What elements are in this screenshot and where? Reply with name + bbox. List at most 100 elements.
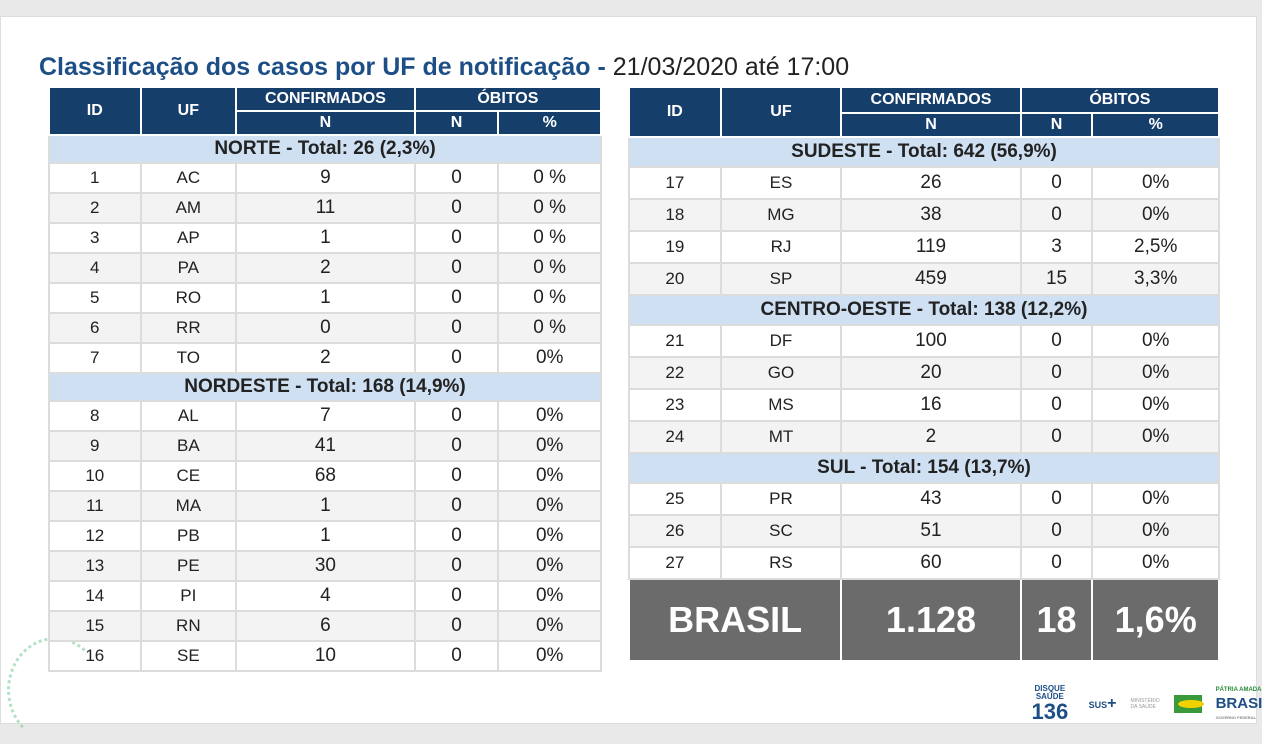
cell-uf: AP <box>139 222 238 254</box>
cell-obitos-pct: 0% <box>497 342 602 374</box>
cell-confirmados: 51 <box>840 514 1022 548</box>
cell-confirmados: 38 <box>840 198 1022 232</box>
cell-id: 1 <box>48 162 142 194</box>
table-row: 17 ES 26 0 0% <box>628 166 1220 200</box>
cell-uf: ES <box>719 166 843 200</box>
cell-uf: MT <box>719 420 843 454</box>
cell-uf: PI <box>139 580 238 612</box>
header-confirmados: CONFIRMADOS <box>840 86 1022 114</box>
cell-obitos-n: 0 <box>1019 198 1094 232</box>
table-row: 26 SC 51 0 0% <box>628 514 1220 548</box>
cell-obitos-pct: 0% <box>497 580 602 612</box>
cell-obitos-n: 0 <box>413 400 500 432</box>
cell-id: 2 <box>48 192 142 224</box>
cell-obitos-n: 0 <box>1019 324 1094 358</box>
cell-id: 12 <box>48 520 142 552</box>
table-row: 23 MS 16 0 0% <box>628 388 1220 422</box>
cell-obitos-n: 0 <box>413 192 500 224</box>
cell-obitos-n: 0 <box>413 640 500 672</box>
disque-saude-logo: DISQUE SAÚDE 136 <box>1031 684 1069 724</box>
title-date: 21/03/2020 até 17:00 <box>612 53 850 81</box>
table-row: 3 AP 1 0 0 % <box>48 222 602 254</box>
cell-obitos-pct: 0% <box>1091 356 1220 390</box>
brasil-flag-icon <box>1173 695 1204 713</box>
cell-uf: RJ <box>719 230 843 264</box>
table-right: ID UF CONFIRMADOS ÓBITOS N N% SUDESTE - Tota… <box>627 86 1221 662</box>
cell-confirmados: 2 <box>235 342 416 374</box>
cell-obitos-pct: 0% <box>1091 198 1220 232</box>
cell-id: 25 <box>628 482 722 516</box>
table-row: 15 RN 6 0 0% <box>48 610 602 642</box>
table-row: 20 SP 459 15 3,3% <box>628 262 1220 296</box>
cell-uf: CE <box>139 460 238 492</box>
cell-confirmados: 2 <box>235 252 416 284</box>
cell-obitos-n: 0 <box>1019 482 1094 516</box>
region-row: NORTE - Total: 26 (2,3%) <box>48 134 602 164</box>
cell-uf: RS <box>719 546 843 580</box>
cell-confirmados: 1 <box>235 282 416 314</box>
cell-confirmados: 16 <box>840 388 1022 422</box>
cell-id: 13 <box>48 550 142 582</box>
cell-uf: SE <box>139 640 238 672</box>
cell-uf: AC <box>139 162 238 194</box>
cell-obitos-pct: 0% <box>497 490 602 522</box>
region-total: CENTRO-OESTE - Total: 138 (12,2%) <box>628 294 1220 326</box>
cell-id: 22 <box>628 356 722 390</box>
table-row: 27 RS 60 0 0% <box>628 546 1220 580</box>
cell-confirmados: 30 <box>235 550 416 582</box>
sus-logo: SUS+ <box>1088 695 1117 712</box>
cell-uf: PB <box>139 520 238 552</box>
cell-obitos-pct: 0 % <box>497 192 602 224</box>
region-total: NORDESTE - Total: 168 (14,9%) <box>48 372 602 402</box>
cell-obitos-n: 15 <box>1019 262 1094 296</box>
cell-uf: RN <box>139 610 238 642</box>
table-row: 14 PI 4 0 0% <box>48 580 602 612</box>
cell-id: 3 <box>48 222 142 254</box>
cell-id: 11 <box>48 490 142 522</box>
region-row: SUDESTE - Total: 642 (56,9%) <box>628 136 1220 168</box>
table-row: 11 MA 1 0 0% <box>48 490 602 522</box>
cell-obitos-n: 0 <box>1019 514 1094 548</box>
cell-obitos-n: 0 <box>413 550 500 582</box>
cell-obitos-pct: 0% <box>1091 166 1220 200</box>
cell-id: 9 <box>48 430 142 462</box>
cell-confirmados: 2 <box>840 420 1022 454</box>
cell-id: 17 <box>628 166 722 200</box>
table-row: 16 SE 10 0 0% <box>48 640 602 672</box>
cell-id: 23 <box>628 388 722 422</box>
cell-confirmados: 7 <box>235 400 416 432</box>
cell-obitos-pct: 0% <box>1091 482 1220 516</box>
cell-confirmados: 1 <box>235 520 416 552</box>
table-row: 8 AL 7 0 0% <box>48 400 602 432</box>
header-obitos: ÓBITOS <box>413 86 603 112</box>
cell-uf: TO <box>139 342 238 374</box>
cell-obitos-pct: 0 % <box>497 252 602 284</box>
footer-logos: DISQUE SAÚDE 136 SUS+ MINISTÉRIO DA SAÚDE… <box>1025 683 1262 725</box>
cell-obitos-n: 0 <box>413 610 500 642</box>
cell-obitos-n: 0 <box>1019 356 1094 390</box>
table-row: 5 RO 1 0 0 % <box>48 282 602 314</box>
cell-confirmados: 26 <box>840 166 1022 200</box>
cell-uf: RO <box>139 282 238 314</box>
table-row: 9 BA 41 0 0% <box>48 430 602 462</box>
cell-obitos-n: 0 <box>413 580 500 612</box>
cell-confirmados: 20 <box>840 356 1022 390</box>
total-obitos: 18 <box>1019 578 1094 662</box>
cell-confirmados: 43 <box>840 482 1022 516</box>
cell-obitos-pct: 0% <box>497 610 602 642</box>
region-row: NORDESTE - Total: 168 (14,9%) <box>48 372 602 402</box>
cell-uf: AL <box>139 400 238 432</box>
cell-confirmados: 68 <box>235 460 416 492</box>
cell-obitos-pct: 0% <box>1091 546 1220 580</box>
cell-id: 18 <box>628 198 722 232</box>
cell-confirmados: 4 <box>235 580 416 612</box>
cell-obitos-n: 0 <box>1019 546 1094 580</box>
table-row: 18 MG 38 0 0% <box>628 198 1220 232</box>
cell-id: 19 <box>628 230 722 264</box>
cell-confirmados: 6 <box>235 610 416 642</box>
cell-obitos-pct: 0% <box>497 430 602 462</box>
cell-id: 16 <box>48 640 142 672</box>
cell-uf: PA <box>139 252 238 284</box>
cell-confirmados: 459 <box>840 262 1022 296</box>
table-left: ID UF CONFIRMADOS ÓBITOS N N% NORTE - Total:… <box>48 86 603 672</box>
